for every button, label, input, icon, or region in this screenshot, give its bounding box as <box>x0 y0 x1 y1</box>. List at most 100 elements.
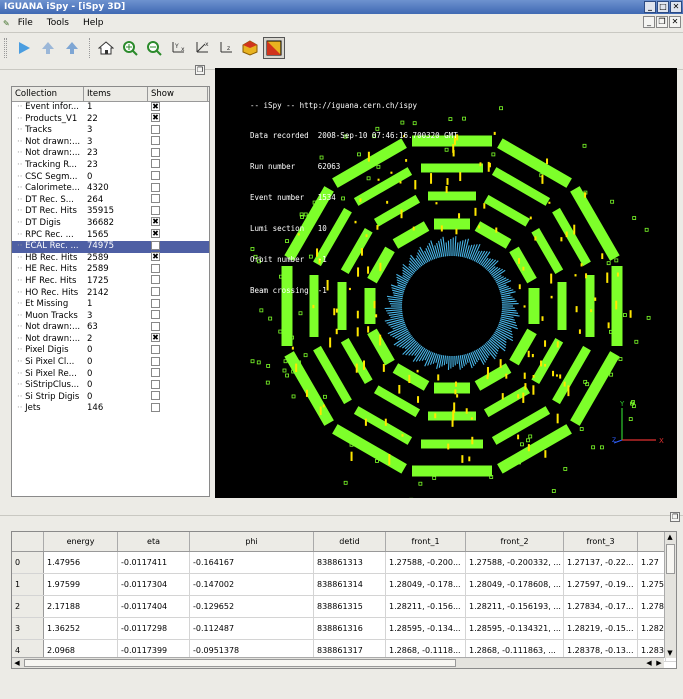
col-energy[interactable]: energy <box>44 532 118 551</box>
show-checkbox[interactable] <box>151 205 160 215</box>
show-checkbox[interactable]: ✖ <box>151 113 160 123</box>
tree-row[interactable]: ·· Not drawn:... 2 ✖ <box>12 333 209 346</box>
tree-row[interactable]: ·· Tracking R... 23 <box>12 159 209 172</box>
tree-row[interactable]: ·· Not drawn:... 23 <box>12 147 209 160</box>
table-row[interactable]: 2 2.17188 -0.0117404 -0.129652 838861315 1.28… <box>12 596 676 618</box>
maximize-icon[interactable]: □ <box>657 1 669 13</box>
tree-row[interactable]: ·· RPC Rec. ... 1565 ✖ <box>12 229 209 242</box>
row-header[interactable]: 0 <box>12 552 44 573</box>
table-cell[interactable]: 1.97599 <box>44 574 118 595</box>
show-checkbox[interactable] <box>151 240 160 250</box>
tree-row[interactable]: ·· ECAL Rec. ... 74975 <box>12 240 209 253</box>
scroll-down-icon[interactable]: ▼ <box>667 649 673 657</box>
row-header[interactable]: 3 <box>12 618 44 639</box>
table-cell[interactable]: -0.147002 <box>190 574 314 595</box>
tree-row[interactable]: ·· DT Digis 36682 ✖ <box>12 217 209 230</box>
show-checkbox[interactable]: ✖ <box>151 252 160 262</box>
tree-row[interactable]: ·· CSC Segm... 0 <box>12 171 209 184</box>
show-checkbox[interactable] <box>151 391 160 401</box>
table-cell[interactable]: 1.28378, -0.13... <box>564 640 638 661</box>
zoom-in-icon[interactable] <box>119 37 141 59</box>
show-checkbox[interactable] <box>151 287 160 296</box>
show-checkbox[interactable] <box>151 356 160 366</box>
tree-row[interactable]: ·· HO Rec. Hits 2142 <box>12 287 209 300</box>
show-checkbox[interactable] <box>151 379 160 389</box>
show-checkbox[interactable]: ✖ <box>151 229 160 239</box>
show-checkbox[interactable] <box>151 321 160 331</box>
table-cell[interactable]: 1.278 <box>638 596 666 617</box>
mdi-restore-icon[interactable]: ❐ <box>656 16 668 28</box>
tree-row[interactable]: ·· HE Rec. Hits 2589 <box>12 263 209 276</box>
table-cell[interactable]: -0.0117399 <box>118 640 190 661</box>
tree-row[interactable]: ·· Si Pixel Re... 0 <box>12 368 209 381</box>
table-cell[interactable]: 1.28595, -0.134... <box>386 618 466 639</box>
col-front-3[interactable]: front_3 <box>564 532 638 551</box>
tree-row[interactable]: ·· Pixel Digis 0 <box>12 344 209 357</box>
minimize-icon[interactable]: _ <box>644 1 656 13</box>
close-icon[interactable]: ✕ <box>670 1 682 13</box>
show-checkbox[interactable] <box>151 124 160 134</box>
col-front-2[interactable]: front_2 <box>466 532 564 551</box>
scroll-up-icon[interactable]: ▲ <box>667 533 673 541</box>
play-icon[interactable] <box>13 37 35 59</box>
show-checkbox[interactable] <box>151 171 160 181</box>
axis-xz-icon[interactable]: x <box>191 37 213 59</box>
tree-row[interactable]: ·· Tracks 3 <box>12 124 209 137</box>
table-cell[interactable]: -0.112487 <box>190 618 314 639</box>
table-cell[interactable]: 1.275 <box>638 574 666 595</box>
row-header[interactable]: 1 <box>12 574 44 595</box>
table-cell[interactable]: 1.27137, -0.22... <box>564 552 638 573</box>
tree-row[interactable]: ·· Muon Tracks 3 <box>12 310 209 323</box>
tree-row[interactable]: ·· SiStripClus... 0 <box>12 379 209 392</box>
table-cell[interactable]: -0.0117411 <box>118 552 190 573</box>
tree-row[interactable]: ·· Et Missing 1 <box>12 298 209 311</box>
tree-row[interactable]: ·· Event infor... 1 ✖ <box>12 101 209 114</box>
table-row[interactable]: 1 1.97599 -0.0117304 -0.147002 838861314 1.28… <box>12 574 676 596</box>
zoom-out-icon[interactable] <box>143 37 165 59</box>
table-hscroll[interactable]: ◀ ◀ ▶ <box>12 657 664 668</box>
tree-row[interactable]: ·· HF Rec. Hits 1725 <box>12 275 209 288</box>
row-header[interactable]: 2 <box>12 596 44 617</box>
scroll-left-icon-2[interactable]: ◀ <box>646 659 652 667</box>
table-cell[interactable]: 838861315 <box>314 596 386 617</box>
axis-yz-icon[interactable]: z <box>215 37 237 59</box>
table-cell[interactable]: -0.0117404 <box>118 596 190 617</box>
table-cell[interactable]: -0.0117304 <box>118 574 190 595</box>
col-collection[interactable]: Collection <box>12 87 84 101</box>
col-phi[interactable]: phi <box>190 532 314 551</box>
middle-splitter[interactable] <box>0 508 683 516</box>
table-cell[interactable]: 2.0968 <box>44 640 118 661</box>
show-checkbox[interactable] <box>151 182 160 192</box>
cube-view-icon[interactable] <box>239 37 261 59</box>
col-items[interactable]: Items <box>84 87 148 101</box>
float-table-icon[interactable]: ❐ <box>670 512 680 522</box>
table-cell[interactable]: 1.27834, -0.17... <box>564 596 638 617</box>
show-checkbox[interactable] <box>151 344 160 354</box>
table-row[interactable]: 0 1.47956 -0.0117411 -0.164167 838861313 1.27… <box>12 552 676 574</box>
tree-row[interactable]: ·· Jets 146 <box>12 402 209 415</box>
tree-row[interactable]: ·· Calorimete... 4320 <box>12 182 209 195</box>
table-cell[interactable]: 838861316 <box>314 618 386 639</box>
table-cell[interactable]: 1.2868, -0.111863, ... <box>466 640 564 661</box>
col-front-4[interactable] <box>638 532 666 551</box>
table-cell[interactable]: 1.28211, -0.156... <box>386 596 466 617</box>
show-checkbox[interactable]: ✖ <box>151 333 160 343</box>
menu-help[interactable]: Help <box>82 18 104 28</box>
table-cell[interactable]: 1.28595, -0.134321, ... <box>466 618 564 639</box>
tree-row[interactable]: ·· DT Rec. Hits 35915 <box>12 205 209 218</box>
menu-tools[interactable]: Tools <box>46 18 69 28</box>
table-cell[interactable]: 1.28049, -0.178... <box>386 574 466 595</box>
table-row[interactable]: 3 1.36252 -0.0117298 -0.112487 838861316 1.28… <box>12 618 676 640</box>
hscroll-thumb[interactable] <box>24 659 456 667</box>
show-checkbox[interactable] <box>151 368 160 378</box>
col-front-1[interactable]: front_1 <box>386 532 466 551</box>
show-checkbox[interactable] <box>151 263 160 273</box>
show-checkbox[interactable] <box>151 298 160 308</box>
table-vscroll[interactable]: ▲ ▼ <box>664 532 676 658</box>
toggle-display-icon[interactable] <box>263 36 285 59</box>
tree-row[interactable]: ·· DT Rec. S... 264 <box>12 194 209 207</box>
vscroll-thumb[interactable] <box>666 544 675 574</box>
tree-row[interactable]: ·· HB Rec. Hits 2589 ✖ <box>12 252 209 265</box>
show-checkbox[interactable] <box>151 159 160 169</box>
menu-file[interactable]: File <box>17 18 33 28</box>
